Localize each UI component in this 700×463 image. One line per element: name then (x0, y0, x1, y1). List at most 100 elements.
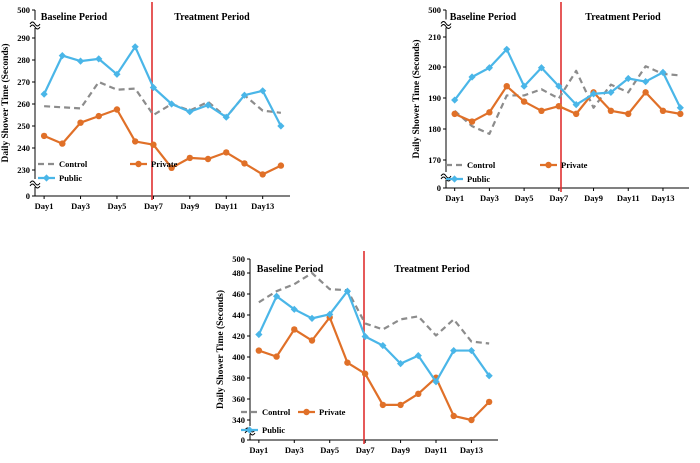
chart-top-left-svg: 0 230 240 250 260 270 280 290 500 Daily Shower Ti… (0, 2, 290, 211)
series-line-public (257, 290, 491, 383)
legend-marker-private (545, 161, 552, 169)
y-tick-label: 280 (17, 55, 30, 65)
y-tick-label: 500 (428, 5, 441, 15)
x-tick-label: Day7 (144, 201, 164, 211)
data-point-public (240, 91, 249, 99)
data-point-private (397, 401, 404, 409)
legend-marker-public (42, 174, 51, 182)
data-point-private (677, 110, 684, 118)
data-point-public (485, 372, 493, 380)
data-point-public (58, 52, 66, 60)
baseline-period-label: Baseline Period (450, 12, 517, 23)
x-tick-label: Day5 (108, 201, 127, 211)
data-point-private (186, 154, 194, 162)
legend-label-control: Control (262, 407, 291, 417)
legend-label-control: Control (59, 159, 88, 169)
data-point-private (204, 155, 212, 163)
legend-marker-private (135, 160, 142, 168)
y-tick-label: 500 (232, 254, 245, 264)
y-tick-label: 340 (232, 415, 245, 425)
data-point-private (150, 141, 157, 148)
y-tick-label: 240 (17, 143, 30, 153)
data-point-private (625, 110, 632, 118)
series-line-public (453, 48, 682, 109)
treatment-period-label: Treatment Period (174, 12, 250, 23)
data-point-private (486, 109, 493, 116)
y-tick-label: 250 (17, 121, 30, 131)
y-axis-label: Daily Shower Time (Seconds) (411, 39, 422, 158)
chart-top-right-svg: 0 170 180 190 200 210 500 Daily Shower Time (Se… (411, 2, 689, 203)
y-tick-label: 380 (232, 373, 245, 383)
data-point-private (95, 112, 102, 120)
data-point-private (59, 140, 66, 147)
legend-label-private: Private (561, 160, 588, 170)
y-tick-label: 0 (26, 191, 30, 201)
axis-break-top-b (29, 24, 41, 30)
y-tick-label: 200 (428, 62, 441, 72)
x-tick-label: Day5 (515, 193, 534, 203)
data-point-private (468, 118, 476, 125)
data-point-private (415, 390, 422, 398)
data-point-public (204, 101, 212, 109)
data-point-public (76, 57, 85, 65)
series-line-control (258, 271, 490, 345)
legend-marker-public (245, 426, 254, 434)
data-point-public (40, 90, 48, 98)
data-point-private (223, 149, 230, 156)
axis-break-top-a (29, 21, 41, 27)
legend-label-private: Private (319, 407, 346, 417)
data-point-private (503, 83, 510, 90)
x-tick-label: Day11 (425, 445, 448, 455)
legend-label-public: Public (59, 173, 82, 183)
baseline-period-label: Baseline Period (257, 264, 324, 275)
y-tick-label: 190 (428, 93, 441, 103)
data-point-public (432, 378, 440, 386)
y-axis-label: Daily Shower Time (Seconds) (215, 290, 226, 409)
data-point-private (379, 401, 387, 409)
data-point-private (308, 337, 316, 344)
data-point-public (255, 330, 263, 339)
data-point-public (113, 70, 121, 78)
data-point-private (241, 160, 248, 167)
data-point-public (659, 68, 667, 76)
x-tick-label: Day13 (651, 193, 674, 203)
legend-label-control: Control (467, 160, 496, 170)
x-tick-label: Day3 (480, 193, 499, 203)
y-tick-label: 0 (241, 435, 245, 445)
x-tick-label: Day3 (285, 445, 304, 455)
data-point-private (555, 102, 563, 110)
axis-break-bottom-a (29, 180, 41, 186)
y-tick-label: 360 (232, 394, 245, 404)
y-tick-label: 400 (232, 352, 245, 362)
data-point-public (186, 108, 194, 116)
data-point-private (131, 138, 139, 145)
x-tick-label: Day5 (320, 445, 339, 455)
axis-break-top-b (440, 24, 452, 29)
x-tick-label: Day13 (460, 445, 483, 455)
data-point-private (642, 89, 649, 96)
y-axis-label: Daily Shower Time (Seconds) (0, 43, 11, 162)
data-point-private (361, 370, 369, 377)
data-point-public (290, 305, 298, 313)
y-tick-label: 420 (232, 331, 245, 341)
y-tick-label: 170 (428, 155, 441, 165)
data-point-private (659, 107, 667, 115)
x-tick-label: Day1 (35, 201, 54, 211)
data-point-private (273, 353, 280, 360)
y-tick-label: 230 (17, 165, 30, 175)
data-point-public (277, 122, 285, 130)
chart-bottom-svg: 0 340 360 380 400 420 440 460 480 500 Daily Shower… (215, 251, 498, 455)
x-tick-label: Day11 (617, 193, 640, 203)
baseline-period-label: Baseline Period (41, 12, 108, 23)
data-point-private (572, 110, 580, 118)
axis-break-bottom-a (440, 173, 452, 179)
y-tick-label: 480 (232, 268, 245, 278)
chart-bottom: 0 340 360 380 400 420 440 460 480 500 Daily Shower… (205, 250, 505, 458)
y-tick-label: 290 (17, 33, 30, 43)
x-tick-label: Day1 (249, 445, 268, 455)
data-point-private (520, 98, 528, 105)
data-point-public (259, 87, 267, 95)
x-tick-label: Day1 (445, 193, 464, 203)
data-point-private (450, 412, 457, 420)
series-line-private (43, 108, 282, 176)
